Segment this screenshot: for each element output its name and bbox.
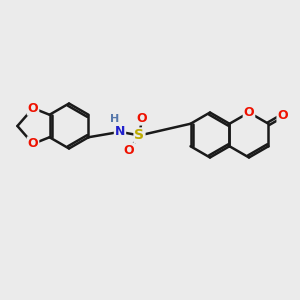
- Text: N: N: [115, 125, 125, 138]
- Text: O: O: [244, 106, 254, 119]
- Text: O: O: [28, 137, 38, 150]
- Text: O: O: [28, 102, 38, 115]
- Text: O: O: [136, 112, 147, 124]
- Text: S: S: [134, 128, 145, 142]
- Text: O: O: [278, 109, 288, 122]
- Text: O: O: [124, 144, 134, 157]
- Text: H: H: [110, 114, 119, 124]
